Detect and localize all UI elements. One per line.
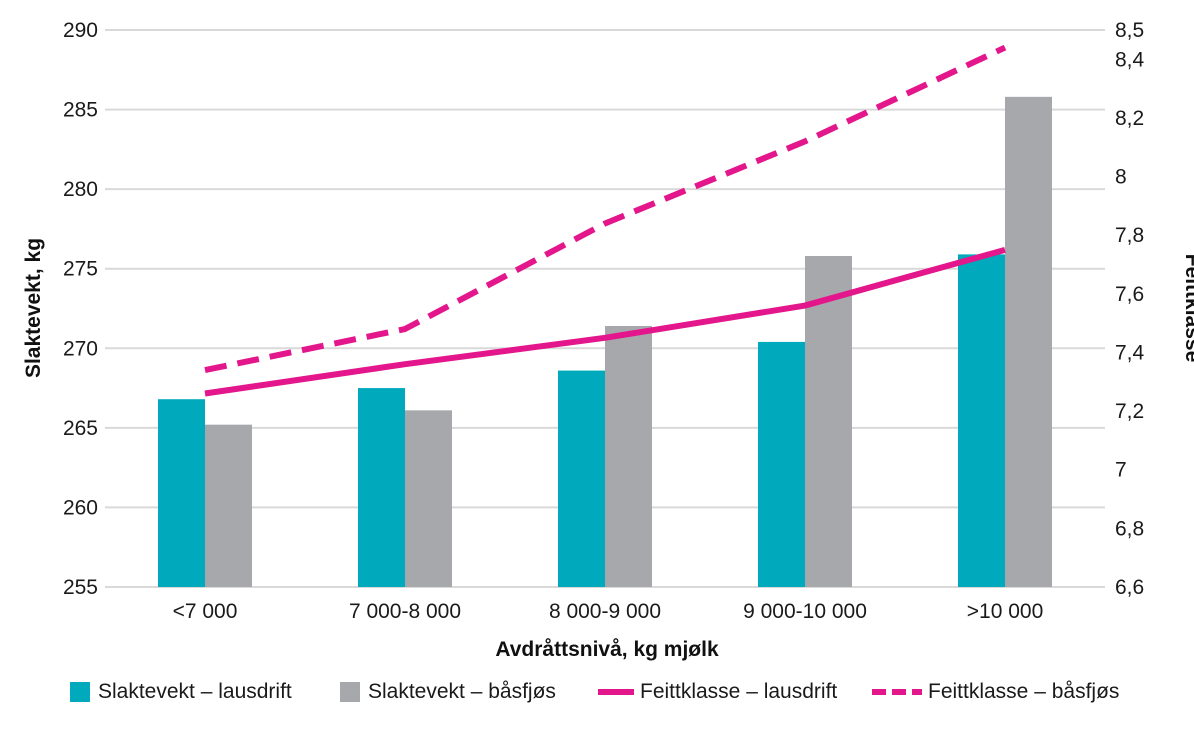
x-tick-label: 7 000-8 000 bbox=[349, 600, 461, 623]
bar-basfjos bbox=[1005, 96, 1052, 587]
legend-label: Feittklasse – båsfjøs bbox=[928, 680, 1120, 703]
bar-lausdrift bbox=[558, 370, 605, 587]
bar-lausdrift bbox=[758, 341, 805, 587]
legend-swatch-solid-line bbox=[598, 689, 634, 695]
bar-basfjos bbox=[405, 410, 452, 587]
legend-swatch-dashed-line bbox=[872, 689, 922, 695]
x-axis-ticks: <7 000 7 000-8 000 8 000-9 000 9 000-10 000… bbox=[173, 600, 1044, 623]
legend-swatch-teal bbox=[70, 682, 90, 702]
legend-item-basfjos-weight: Slaktevekt – båsfjøs bbox=[340, 680, 556, 704]
y-tick-label: 290 bbox=[63, 19, 98, 42]
bar-basfjos bbox=[805, 255, 852, 588]
y2-tick-label: 6,8 bbox=[1115, 517, 1144, 540]
legend-item-lausdrift-weight: Slaktevekt – lausdrift bbox=[70, 680, 292, 704]
line-lausdrift bbox=[204, 246, 1006, 397]
fat-class-lines bbox=[204, 44, 1007, 397]
legend-item-lausdrift-fat: Feittklasse – lausdrift bbox=[598, 680, 837, 704]
line-basfjos bbox=[204, 44, 1007, 374]
y-tick-label: 280 bbox=[63, 178, 98, 201]
y2-tick-label: 8,2 bbox=[1115, 107, 1144, 130]
x-tick-label: 8 000-9 000 bbox=[549, 600, 661, 623]
y2-tick-label: 6,6 bbox=[1115, 576, 1144, 599]
legend-swatch-gray bbox=[340, 682, 360, 702]
y2-axis-ticks: 6,6 6,8 7 7,2 7,4 7,6 7,8 8 8,2 8,4 8,5 bbox=[1115, 19, 1145, 599]
y-tick-label: 260 bbox=[63, 496, 98, 519]
bar-lausdrift bbox=[958, 254, 1005, 588]
legend: Slaktevekt – lausdrift Slaktevekt – båsf… bbox=[0, 680, 1194, 716]
y2-tick-label: 8,5 bbox=[1115, 19, 1144, 42]
y-tick-label: 285 bbox=[63, 99, 98, 122]
legend-label: Slaktevekt – lausdrift bbox=[98, 680, 292, 703]
y-tick-label: 265 bbox=[63, 417, 98, 440]
legend-label: Feittklasse – lausdrift bbox=[640, 680, 838, 703]
y2-tick-label: 7,4 bbox=[1115, 341, 1145, 364]
x-tick-label: >10 000 bbox=[967, 600, 1044, 623]
y-axis-title: Slaktevekt, kg bbox=[22, 238, 45, 378]
x-tick-label: <7 000 bbox=[173, 600, 238, 623]
y2-axis-title: Feittklasse bbox=[1181, 254, 1194, 363]
y2-tick-label: 7,6 bbox=[1115, 283, 1144, 306]
bar-lausdrift bbox=[158, 399, 205, 587]
y2-tick-label: 7,2 bbox=[1115, 400, 1144, 423]
y2-tick-label: 7 bbox=[1115, 459, 1127, 482]
y-tick-label: 275 bbox=[63, 258, 98, 281]
x-tick-label: 9 000-10 000 bbox=[743, 600, 867, 623]
y2-tick-label: 7,8 bbox=[1115, 224, 1144, 247]
legend-item-basfjos-fat: Feittklasse – båsfjøs bbox=[872, 680, 1119, 704]
bar-lausdrift bbox=[358, 388, 405, 587]
x-axis-title: Avdråttsnivå, kg mjølk bbox=[495, 638, 719, 661]
y2-tick-label: 8 bbox=[1115, 166, 1127, 189]
y-tick-label: 255 bbox=[63, 576, 98, 599]
y2-tick-label: 8,4 bbox=[1115, 48, 1145, 71]
y-tick-label: 270 bbox=[63, 337, 98, 360]
chart-area: 255 260 265 270 275 280 285 290 6,6 6,8 7 7,2 7,4 7,… bbox=[22, 19, 1194, 661]
y-axis-ticks: 255 260 265 270 275 280 285 290 bbox=[63, 19, 98, 599]
bars bbox=[158, 96, 1052, 588]
bar-basfjos bbox=[205, 424, 252, 587]
legend-label: Slaktevekt – båsfjøs bbox=[368, 680, 556, 703]
bar-basfjos bbox=[605, 326, 652, 587]
